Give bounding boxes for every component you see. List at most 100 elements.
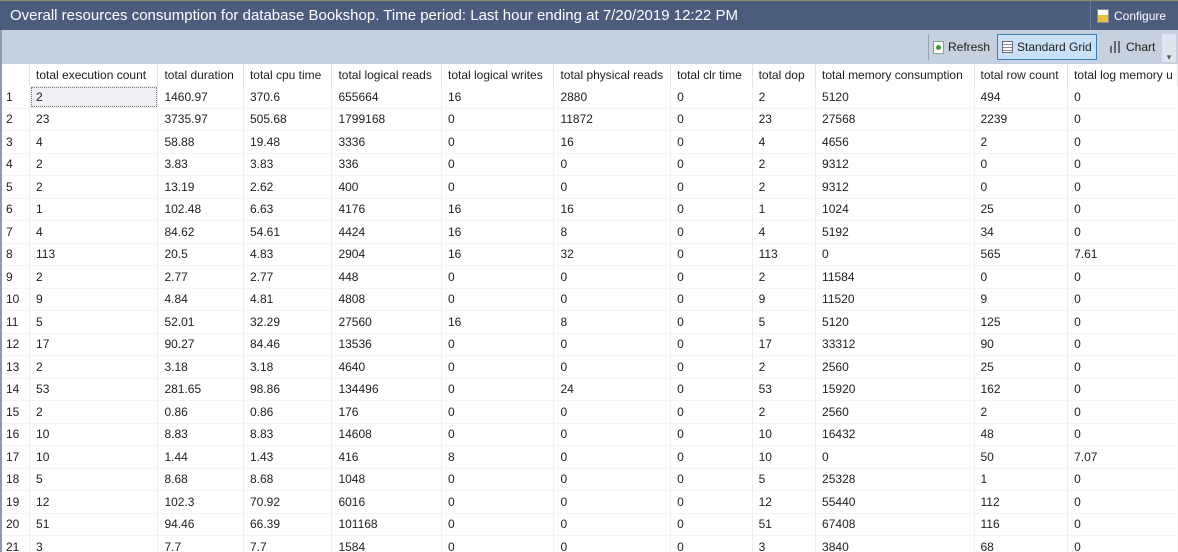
grid-cell[interactable]: 0 <box>670 445 753 469</box>
grid-cell[interactable]: 3.83 <box>243 153 333 176</box>
row-number[interactable]: 18 <box>2 468 31 491</box>
grid-cell[interactable]: 0 <box>670 535 753 552</box>
table-row[interactable]: 16 10 8.83 8.83 14608 0 0 0 10 16432 48 0 <box>2 423 1178 446</box>
table-row[interactable]: 5 2 13.19 2.62 400 0 0 0 2 9312 0 0 <box>2 175 1178 199</box>
grid-cell[interactable]: 16 <box>441 198 555 221</box>
grid-cell[interactable]: 3840 <box>815 535 975 552</box>
grid-cell[interactable]: 0 <box>1067 400 1178 424</box>
grid-cell[interactable]: 0 <box>1067 468 1178 491</box>
grid-cell[interactable]: 2904 <box>331 243 442 266</box>
grid-cell[interactable]: 5 <box>29 468 159 491</box>
grid-cell[interactable]: 0 <box>1067 220 1178 244</box>
grid-cell[interactable]: 0 <box>441 265 555 289</box>
grid-cell[interactable]: 0 <box>441 490 555 514</box>
grid-cell[interactable]: 0 <box>670 130 753 154</box>
grid-cell[interactable]: 19.48 <box>243 130 333 154</box>
grid-cell[interactable]: 0 <box>1067 153 1178 176</box>
row-number[interactable]: 10 <box>2 288 31 311</box>
grid-cell[interactable]: 8.68 <box>243 468 333 491</box>
grid-cell[interactable]: 416 <box>331 445 442 469</box>
grid-cell[interactable]: 51 <box>752 513 817 536</box>
grid-cell[interactable]: 9 <box>974 288 1069 311</box>
grid-cell[interactable]: 0 <box>441 175 555 199</box>
grid-cell[interactable]: 2880 <box>553 86 672 109</box>
grid-cell[interactable]: 1 <box>29 198 159 221</box>
row-number[interactable]: 21 <box>2 535 31 552</box>
grid-cell[interactable]: 0 <box>441 378 555 401</box>
grid-cell[interactable]: 112 <box>974 490 1069 514</box>
grid-cell[interactable]: 0 <box>441 513 555 536</box>
table-row[interactable]: 14 53 281.65 98.86 134496 0 24 0 53 15920 162 0 <box>2 378 1178 401</box>
grid-cell[interactable]: 565 <box>974 243 1069 266</box>
grid-cell[interactable]: 0 <box>441 355 555 379</box>
table-row[interactable]: 10 9 4.84 4.81 4808 0 0 0 9 11520 9 0 <box>2 288 1178 311</box>
grid-cell[interactable]: 3.18 <box>157 355 244 379</box>
table-row[interactable]: 15 2 0.86 0.86 176 0 0 0 2 2560 2 0 <box>2 400 1178 424</box>
grid-cell[interactable]: 66.39 <box>243 513 333 536</box>
grid-cell[interactable]: 0 <box>553 355 672 379</box>
grid-cell[interactable]: 0 <box>815 445 975 469</box>
grid-cell[interactable]: 4 <box>752 130 817 154</box>
grid-cell[interactable]: 3 <box>29 535 159 552</box>
grid-cell[interactable]: 34 <box>974 220 1069 244</box>
grid-cell[interactable]: 4656 <box>815 130 975 154</box>
grid-cell[interactable]: 4.84 <box>157 288 244 311</box>
grid-cell[interactable]: 32 <box>553 243 672 266</box>
grid-cell[interactable]: 1 <box>974 468 1069 491</box>
grid-cell[interactable]: 0 <box>1067 265 1178 289</box>
grid-cell[interactable]: 3336 <box>331 130 442 154</box>
grid-cell[interactable]: 0.86 <box>157 400 244 424</box>
grid-cell[interactable]: 13536 <box>331 333 442 356</box>
grid-cell[interactable]: 113 <box>29 243 159 266</box>
grid-cell[interactable]: 70.92 <box>243 490 333 514</box>
grid-cell[interactable]: 2 <box>29 265 159 289</box>
grid-cell[interactable]: 113 <box>752 243 817 266</box>
grid-cell[interactable]: 0 <box>553 423 672 446</box>
table-row[interactable]: 7 4 84.62 54.61 4424 16 8 0 4 5192 34 0 <box>2 220 1178 244</box>
grid-cell[interactable]: 0 <box>553 333 672 356</box>
grid-cell[interactable]: 0 <box>1067 198 1178 221</box>
grid-cell[interactable]: 48 <box>974 423 1069 446</box>
grid-cell[interactable]: 68 <box>974 535 1069 552</box>
grid-cell[interactable]: 2 <box>29 86 159 109</box>
grid-cell[interactable]: 8.83 <box>157 423 244 446</box>
standard-grid-button[interactable]: Standard Grid <box>997 34 1097 60</box>
grid-cell[interactable]: 0 <box>1067 355 1178 379</box>
grid-cell[interactable]: 336 <box>331 153 442 176</box>
grid-cell[interactable]: 0 <box>553 175 672 199</box>
grid-cell[interactable]: 16 <box>553 130 672 154</box>
grid-cell[interactable]: 4176 <box>331 198 442 221</box>
grid-cell[interactable]: 11584 <box>815 265 975 289</box>
grid-cell[interactable]: 2560 <box>815 355 975 379</box>
grid-cell[interactable]: 1 <box>752 198 817 221</box>
row-number[interactable]: 14 <box>2 378 31 401</box>
column-header[interactable]: total memory consumption <box>815 64 975 86</box>
grid-cell[interactable]: 8 <box>553 220 672 244</box>
row-number[interactable]: 5 <box>2 175 31 199</box>
grid-cell[interactable]: 102.48 <box>157 198 244 221</box>
grid-cell[interactable]: 0 <box>670 288 753 311</box>
grid-cell[interactable]: 655664 <box>331 86 442 109</box>
grid-cell[interactable]: 162 <box>974 378 1069 401</box>
row-number[interactable]: 2 <box>2 108 31 131</box>
grid-cell[interactable]: 4640 <box>331 355 442 379</box>
row-number[interactable]: 11 <box>2 310 31 334</box>
grid-cell[interactable]: 8 <box>441 445 555 469</box>
grid-cell[interactable]: 5192 <box>815 220 975 244</box>
grid-cell[interactable]: 4424 <box>331 220 442 244</box>
grid-cell[interactable]: 2.77 <box>243 265 333 289</box>
grid-cell[interactable]: 16 <box>553 198 672 221</box>
grid-cell[interactable]: 3.83 <box>157 153 244 176</box>
grid-cell[interactable]: 7.7 <box>157 535 244 552</box>
grid-cell[interactable]: 52.01 <box>157 310 244 334</box>
grid-cell[interactable]: 116 <box>974 513 1069 536</box>
row-number[interactable]: 4 <box>2 153 31 176</box>
grid-cell[interactable]: 10 <box>29 423 159 446</box>
grid-cell[interactable]: 2 <box>29 153 159 176</box>
table-row[interactable]: 18 5 8.68 8.68 1048 0 0 0 5 25328 1 0 <box>2 468 1178 491</box>
grid-cell[interactable]: 25 <box>974 198 1069 221</box>
grid-cell[interactable]: 102.3 <box>157 490 244 514</box>
grid-cell[interactable]: 0 <box>815 243 975 266</box>
grid-cell[interactable]: 0 <box>441 333 555 356</box>
grid-cell[interactable]: 176 <box>331 400 442 424</box>
